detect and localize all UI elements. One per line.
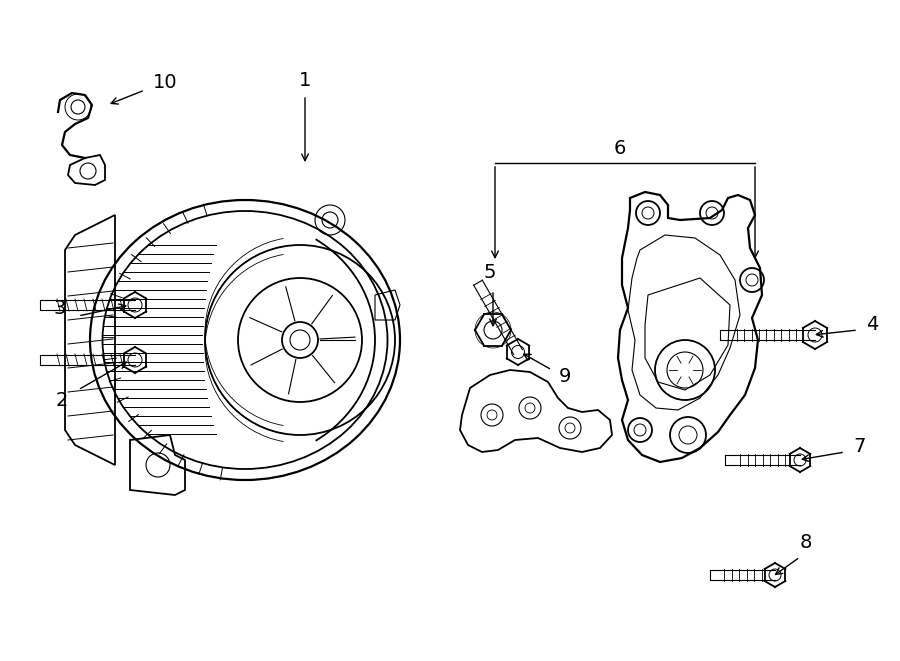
Text: 5: 5: [484, 262, 496, 282]
Text: 6: 6: [614, 139, 626, 157]
Text: 1: 1: [299, 71, 311, 89]
Text: 9: 9: [559, 366, 572, 385]
Text: 3: 3: [54, 299, 67, 317]
Circle shape: [282, 322, 318, 358]
Text: 2: 2: [56, 391, 68, 410]
Text: 4: 4: [866, 315, 878, 334]
Text: 7: 7: [854, 438, 866, 457]
Text: 8: 8: [800, 533, 812, 551]
Text: 10: 10: [153, 73, 177, 91]
